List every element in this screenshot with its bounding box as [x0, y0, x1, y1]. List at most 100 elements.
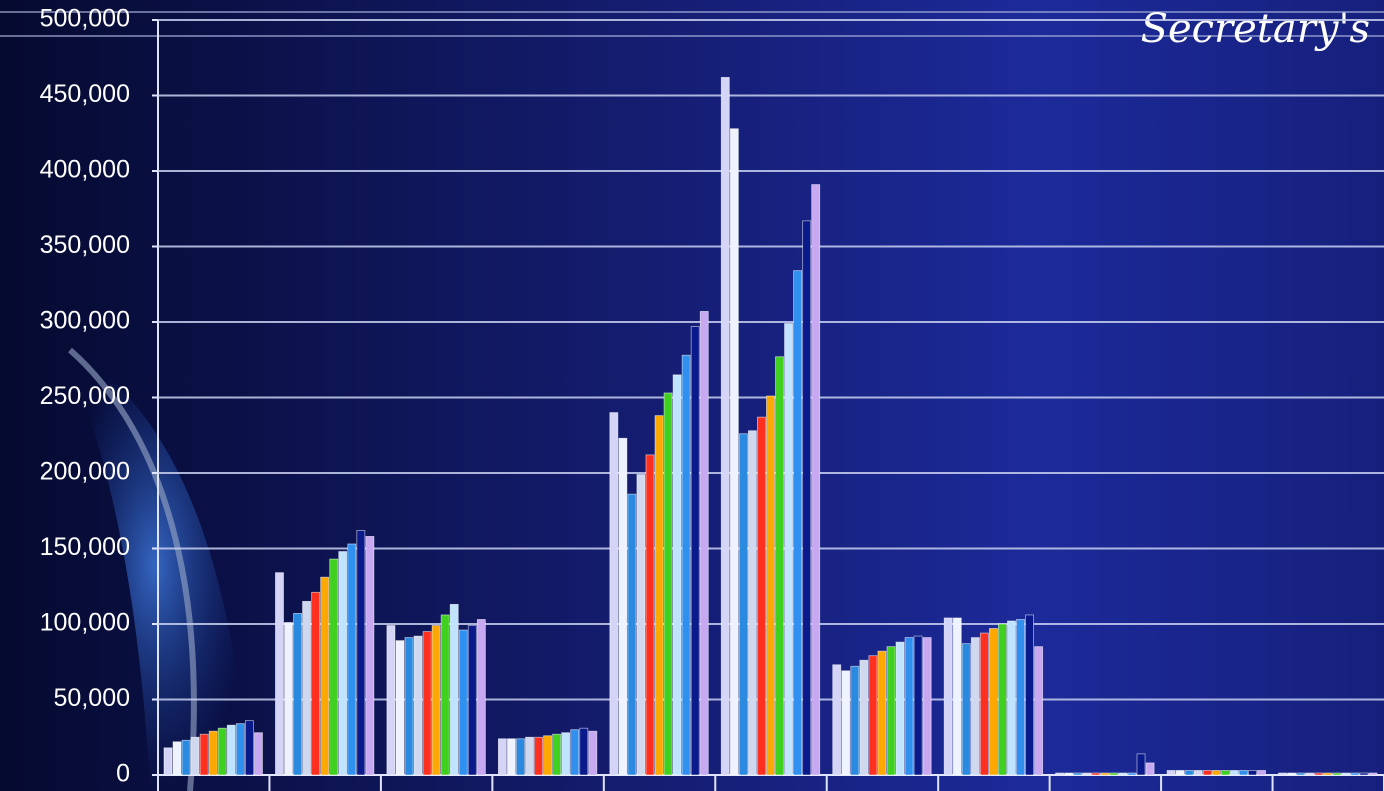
bar: [172, 741, 182, 776]
bar: [552, 733, 562, 776]
bar: [766, 395, 775, 776]
bar: [1314, 772, 1324, 776]
bar: [497, 738, 507, 776]
bar: [841, 670, 851, 776]
bar: [302, 600, 312, 776]
bar: [1287, 772, 1297, 776]
bar: [859, 659, 869, 776]
y-tick-label: 200,000: [40, 458, 130, 486]
bar: [1025, 614, 1034, 776]
bar: [570, 729, 580, 776]
bar: [1332, 772, 1342, 776]
bar: [217, 727, 227, 776]
bar: [190, 736, 200, 776]
bar: [1296, 772, 1306, 776]
bar: [1034, 646, 1044, 776]
bar: [476, 619, 486, 776]
bar: [1305, 772, 1315, 776]
bar: [356, 529, 366, 776]
bar: [832, 664, 842, 776]
bar: [1239, 770, 1248, 776]
y-tick-label: 450,000: [40, 80, 130, 108]
bar: [1193, 770, 1203, 776]
bar: [588, 730, 598, 776]
bar: [1109, 772, 1119, 776]
bar: [1350, 772, 1360, 776]
bar: [311, 591, 321, 776]
bar: [329, 558, 339, 776]
bar: [507, 738, 516, 776]
bar: [998, 623, 1007, 776]
bar: [627, 493, 637, 776]
bar: [1136, 753, 1146, 776]
decor-ribbon: [68, 347, 197, 791]
bar: [868, 655, 878, 776]
bar: [784, 323, 794, 776]
y-tick-label: 500,000: [40, 5, 130, 33]
bar: [1073, 772, 1083, 776]
bar: [1127, 772, 1137, 776]
bar: [690, 326, 700, 776]
bar: [904, 637, 914, 776]
bar: [654, 415, 664, 776]
bar: [404, 637, 414, 776]
bar: [431, 625, 441, 776]
bar: [1211, 770, 1221, 776]
bar: [1257, 770, 1266, 776]
bar: [293, 613, 302, 776]
bar: [254, 732, 263, 776]
bar: [543, 735, 553, 776]
bar: [1278, 772, 1287, 776]
bar: [244, 720, 254, 776]
bar: [1064, 772, 1074, 776]
bar: [422, 631, 432, 776]
bar: [181, 739, 191, 776]
bar: [386, 625, 396, 776]
bar: [645, 454, 655, 776]
bar: [1368, 772, 1378, 776]
bar: [663, 392, 673, 776]
bar: [1145, 762, 1155, 776]
y-tick-label: 300,000: [40, 307, 130, 335]
bar: [988, 628, 998, 776]
bar: [1016, 619, 1025, 776]
y-tick-label: 0: [116, 760, 130, 788]
plot-area: 0 50,000 100,000 150,000 200,000 250,000 300,0…: [40, 5, 1384, 791]
bar: [347, 543, 357, 776]
bar: [720, 76, 730, 776]
bar: [1166, 770, 1176, 776]
bar: [199, 733, 209, 776]
y-tick-label: 100,000: [40, 609, 130, 637]
bar: [793, 270, 803, 776]
bar: [738, 433, 748, 776]
y-tick-label: 150,000: [40, 533, 130, 561]
bar: [895, 641, 905, 776]
bar: [275, 572, 284, 776]
bar: [886, 646, 896, 776]
bar: [922, 637, 932, 776]
bar: [699, 311, 709, 776]
bar: [449, 603, 459, 776]
bar: [943, 617, 953, 776]
bar: [516, 738, 525, 776]
bar: [1229, 770, 1239, 776]
bar: [970, 637, 980, 776]
decor-swirl: [60, 340, 250, 791]
bar: [1359, 772, 1369, 776]
bar: [1007, 620, 1016, 776]
bar: [979, 632, 989, 776]
y-tick-label: 50,000: [54, 684, 130, 712]
bar: [1100, 772, 1110, 776]
bar: [747, 430, 757, 776]
bar: [226, 724, 236, 776]
bar: [561, 732, 571, 776]
bar: [413, 635, 423, 776]
bar: [1091, 772, 1101, 776]
y-tick-label: 250,000: [40, 382, 130, 410]
bar: [534, 736, 543, 776]
bar: [1184, 770, 1194, 776]
bar: [811, 184, 821, 776]
bar: [467, 625, 477, 776]
bar: [952, 617, 962, 776]
bar: [1341, 772, 1351, 776]
